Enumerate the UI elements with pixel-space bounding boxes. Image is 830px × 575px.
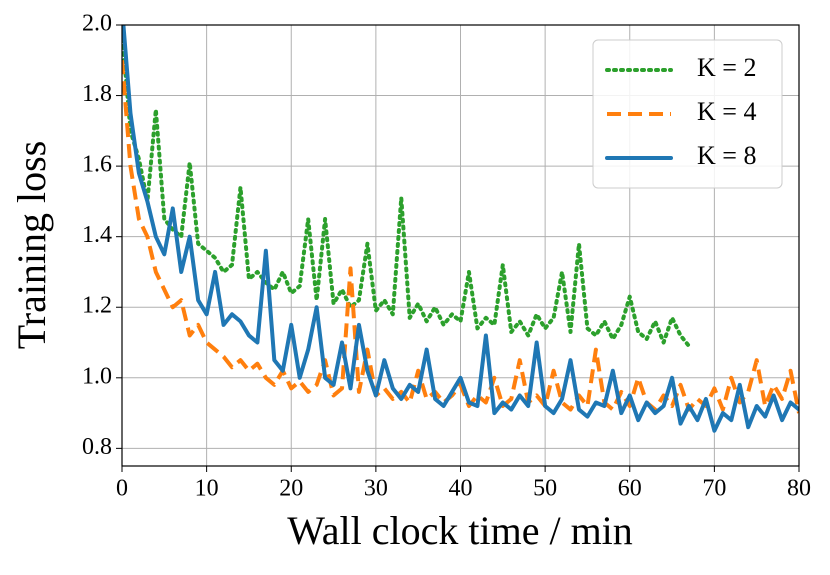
x-tick-label: 30 — [364, 476, 388, 502]
legend-label: K = 4 — [697, 97, 756, 126]
y-tick-label: 2.0 — [82, 11, 112, 37]
x-tick-label: 0 — [116, 476, 128, 502]
y-axis-label: Training loss — [9, 141, 54, 350]
plot-area — [122, 25, 799, 433]
x-tick-label: 80 — [787, 476, 811, 502]
series-line — [122, 60, 799, 414]
x-tick-label: 70 — [702, 476, 726, 502]
x-tick-label: 10 — [195, 476, 219, 502]
y-tick-label: 1.4 — [82, 222, 112, 248]
legend: K = 2 K = 4 K = 8 — [592, 39, 783, 189]
x-tick-label: 60 — [618, 476, 642, 502]
y-tick-label: 1.0 — [82, 363, 112, 389]
x-axis-label: Wall clock time / min — [287, 508, 633, 553]
x-tick-label: 50 — [533, 476, 557, 502]
y-tick-label: 1.8 — [82, 81, 112, 107]
x-tick-label: 40 — [449, 476, 473, 502]
plot-frame — [121, 24, 800, 467]
series-line — [122, 30, 691, 349]
y-tick-label: 0.8 — [82, 434, 112, 460]
legend-label: K = 8 — [697, 141, 756, 170]
legend-label: K = 2 — [697, 53, 756, 82]
x-tick-label: 20 — [279, 476, 303, 502]
y-tick-label: 1.6 — [82, 152, 112, 178]
series-line — [122, 25, 799, 433]
legend-box — [592, 39, 783, 189]
y-tick-label: 1.2 — [82, 293, 112, 319]
